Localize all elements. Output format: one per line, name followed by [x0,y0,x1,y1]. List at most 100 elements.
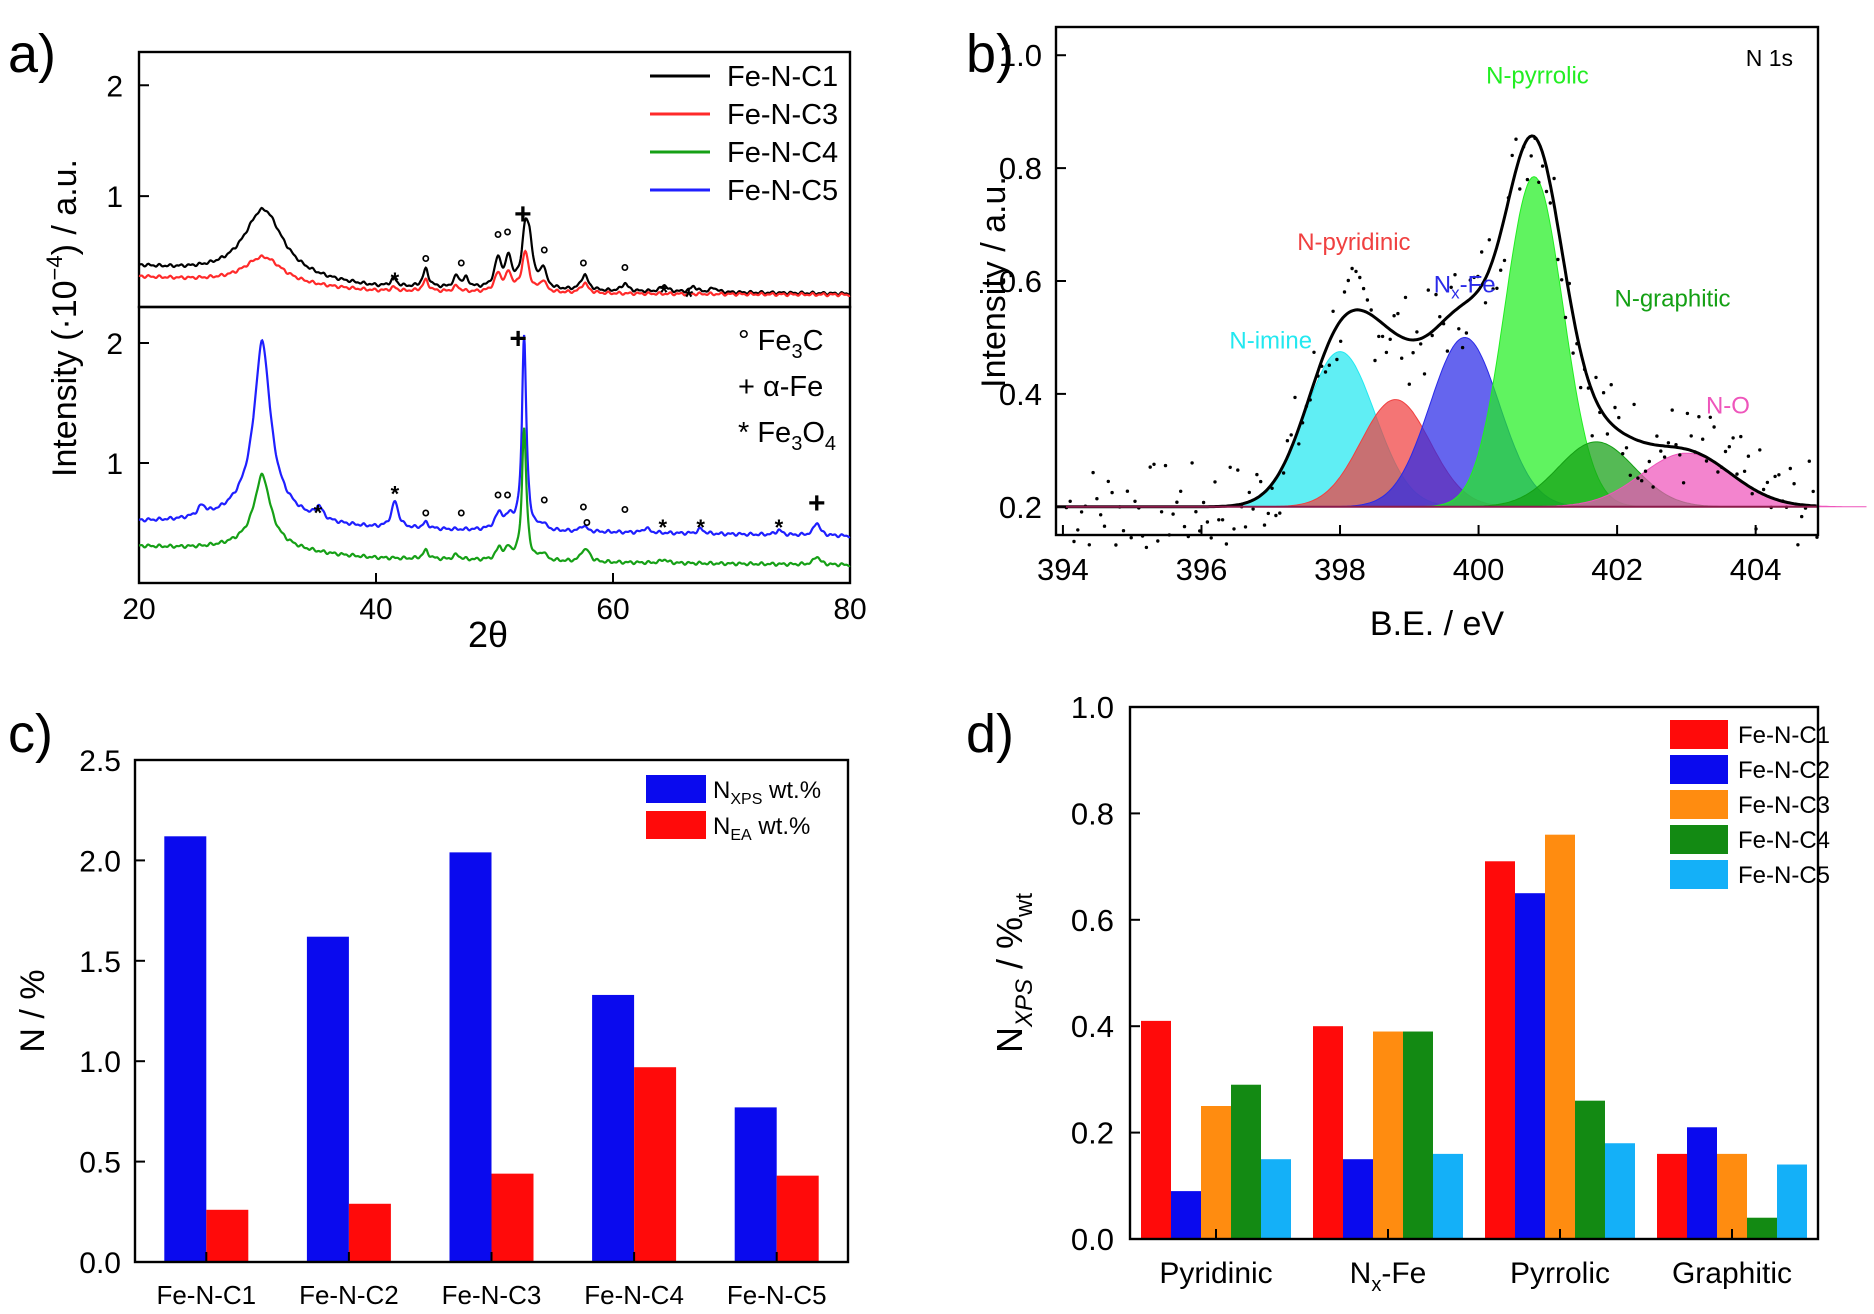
panel-a-legend: Fe-N-C1 Fe-N-C3 Fe-N-C4 Fe-N-C5 [650,61,838,207]
panel-b-data-point [1518,187,1522,191]
panel-d-ytick-label: 0.4 [1071,1009,1114,1044]
panel-b-data-point [1270,486,1274,490]
panel-b-data-point [1068,499,1072,503]
panel-b-data-point [1647,459,1652,464]
panel-c-bar-XPS-Fe-N-C4 [592,994,635,1262]
panel-d-bar-Fe-N-C1-Pyrrolic [1485,861,1515,1239]
panel-b-data-point [1613,405,1617,410]
panel-a-ylabel: Intensity (·10−4) / a.u. [42,159,84,477]
panel-d-ytick-label: 0.6 [1071,903,1114,938]
panel-b-ytick-label: 0.8 [999,151,1042,186]
panel-b-data-point [1449,285,1453,289]
panel-d-xtick-label: Nx-Fe [1350,1257,1427,1296]
panel-b-data-point [1742,469,1747,473]
panel-b-data-point [1346,278,1351,283]
panel-c-bar-XPS-Fe-N-C2 [306,936,349,1262]
panel-b-xtick-label: 394 [1037,552,1089,587]
panel-a-phase-marker: ° [503,487,512,512]
panel-b-xtick-label: 404 [1730,552,1782,587]
panel-b-ytick-label: 0.2 [999,490,1042,525]
panel-b-data-point [1201,500,1206,505]
panel-b-data-point [1232,527,1236,531]
panel-b-data-point [1228,465,1232,469]
panel-b-data-point [1739,434,1743,439]
panel-b-data-point [1544,189,1549,194]
panel-b-data-point [1537,180,1541,184]
panel-b-data-point [1468,278,1473,282]
panel-b-data-point [1392,314,1396,318]
panel-a-bottom-plot: 12**° °° °+° °°°* * *+20 40 60 80 [106,323,866,626]
panel-b-data-point [1464,331,1469,335]
panel-b-data-point [1811,489,1815,494]
panel-a-series-Fe-N-C1 [138,206,851,297]
panel-b-data-point [1415,330,1419,334]
panel-b-data-point [1110,490,1114,495]
panel-a-label: a) [8,24,56,84]
panel-b-data-point [1605,432,1610,436]
panel-d-label: d) [966,704,1014,764]
panel-b-data-point [1499,268,1503,272]
panel-b-data-point [1681,481,1686,485]
panel-b-data-point [1540,164,1545,168]
panel-b-component-label: N-imine [1229,328,1312,355]
panel-b-data-point [1483,301,1488,305]
panel-a-top-ytick-label: 2 [106,70,123,103]
panel-c-ytick-label: 2.0 [79,845,121,878]
panel-b-data-point [1556,257,1560,262]
panel-d-bar-Fe-N-C1-Pyridinic [1141,1020,1171,1239]
panel-b-data-point [1643,469,1648,473]
panel-a-xrd-chart: a) 12*° °° °+°° °* * 12**° °° °+° °°°* * *+20 40 60… [8,24,867,655]
panel-b-data-point [1099,513,1103,517]
panel-b-data-point [1525,177,1530,182]
panel-a-phase-marker: * [660,280,669,305]
panel-b-data-point [1293,395,1297,400]
panel-b-data-point [1384,350,1389,355]
panel-a-phase-marker: ° [620,260,629,285]
panel-b-data-point [1285,439,1290,443]
panel-b-data-point [1788,466,1793,471]
panel-b-data-point [1594,375,1598,380]
panel-b-data-point [1800,514,1804,519]
panel-b-data-point [1659,449,1663,453]
panel-b-data-point [1407,382,1412,386]
panel-a-legend-label: Fe-N-C3 [727,99,838,131]
panel-b-xps-chart: b) N-imine N-pyridinic Nx-Fe N-pyrrolic N-gr… [966,24,1867,643]
panel-b-data-point [1129,536,1133,540]
panel-b-data-point [1323,370,1328,374]
panel-a-legend-label: Fe-N-C4 [727,137,838,169]
panel-b-data-point [1361,286,1366,291]
panel-b-data-point [1335,357,1339,362]
panel-b-data-point [1792,482,1796,486]
panel-b-data-point [1266,511,1271,516]
panel-b-component-label: N-graphitic [1615,285,1731,312]
panel-a-phase-marker: + [808,487,826,520]
panel-b-label: b) [966,24,1014,84]
panel-b-data-point [1563,315,1568,320]
panel-b-data-point [1133,499,1137,503]
panel-b-data-point [1255,472,1259,477]
panel-a-phase-legend: ° Fe3C + α-Fe * Fe3O4 [738,325,836,455]
panel-b-data-point [1350,266,1354,271]
panel-c-plot: Fe-N-C1 Fe-N-C2 Fe-N-C3 Fe-N-C4 Fe-N-C5 0.0 0.… [79,745,826,1310]
panel-b-data-point [1723,449,1728,454]
panel-b-annotation: N 1s [1746,45,1793,71]
panel-a-phase-legend-entry: * Fe3O4 [738,417,836,455]
panel-c-bar-EA-Fe-N-C3 [491,1173,534,1262]
panel-b-data-point [1171,512,1175,516]
panel-b-data-point [1331,309,1335,313]
panel-c-ytick-label: 0.5 [79,1147,121,1180]
panel-d-bar-Fe-N-C1-Graphitic [1657,1153,1687,1239]
panel-b-data-point [1689,434,1693,438]
panel-d-bar-Fe-N-C2-N_x-Fe [1343,1159,1373,1239]
panel-b-data-point [1601,391,1606,395]
panel-b-data-point [1342,290,1347,294]
panel-a-phase-legend-entry: + α-Fe [738,371,823,403]
panel-b-data-point [1373,358,1377,363]
panel-b-data-point [1278,511,1282,515]
panel-c-xtick-label: Fe-N-C5 [727,1280,827,1310]
panel-b-data-point [1091,470,1095,475]
panel-b-data-point [1377,334,1381,339]
panel-c-label: c) [8,704,53,764]
panel-b-data-point [1152,462,1156,466]
